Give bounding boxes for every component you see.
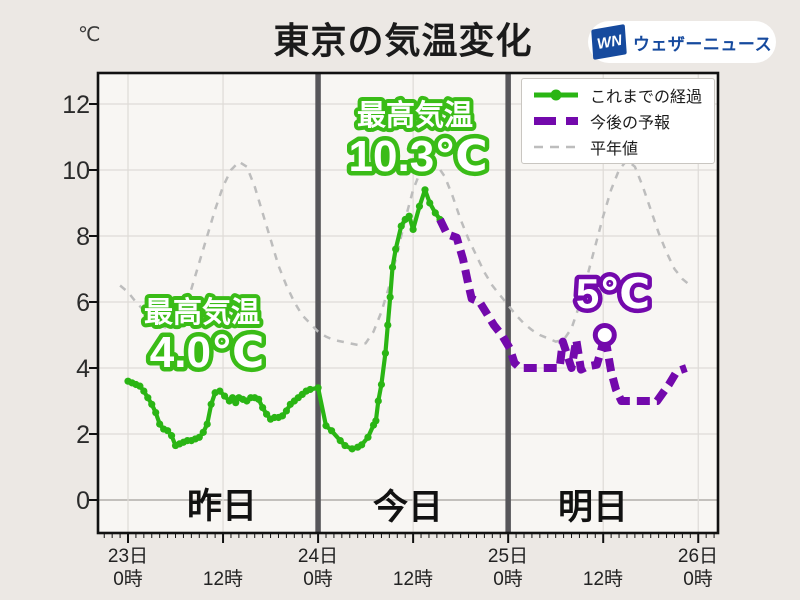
x-axis-tick-labels: 23日 0時 12時 24日 0時 12時 25日 0時 12時 26日 0時 — [108, 546, 718, 590]
legend-item-observed: これまでの経過 — [532, 83, 704, 107]
today-max-temp-value: 10.3℃ — [349, 132, 488, 181]
y-tick-0: 0 — [76, 487, 90, 515]
x-tick-time-25-0: 0時 — [493, 568, 523, 590]
y-tick-4: 4 — [76, 355, 90, 383]
legend: これまでの経過 今後の予報 平年値 — [521, 78, 715, 164]
brand-name: ウェザーニュース — [632, 34, 773, 54]
x-tick-time-24-0: 0時 — [303, 568, 333, 590]
day-label-yesterday: 昨日 — [187, 487, 257, 526]
legend-label-normal: 平年値 — [590, 141, 639, 158]
legend-item-normal: 平年値 — [532, 135, 704, 159]
x-tick-time-25-12: 12時 — [583, 568, 623, 590]
y-tick-6: 6 — [76, 289, 90, 317]
x-tick-day-23: 23日 — [108, 546, 148, 567]
weathernews-logo: WN ウェザーニュース — [588, 21, 776, 63]
legend-label-forecast: 今後の予報 — [590, 115, 671, 132]
x-tick-time-24-12: 12時 — [393, 568, 433, 590]
yesterday-max-temp-title: 最高気温 — [144, 296, 260, 329]
day-label-tomorrow: 明日 — [558, 488, 628, 527]
x-tick-time-23-0: 0時 — [113, 568, 143, 590]
legend-item-forecast: 今後の予報 — [532, 109, 704, 133]
x-tick-day-24: 24日 — [298, 546, 338, 567]
tomorrow-max-temp-value: 5℃ — [576, 270, 650, 317]
x-tick-time-23-12: 12時 — [203, 568, 243, 590]
thin-dash-line-icon — [534, 145, 578, 149]
y-tick-12: 12 — [62, 91, 90, 119]
x-tick-time-26-0: 0時 — [683, 568, 713, 590]
today-max-temp-title: 最高気温 — [357, 99, 473, 132]
day-divider-bars — [315, 73, 511, 533]
legend-label-observed: これまでの経過 — [590, 89, 703, 106]
data-series — [119, 158, 692, 453]
y-tick-10: 10 — [62, 157, 90, 185]
y-axis-tick-labels: 0 2 4 6 8 10 12 — [62, 91, 90, 515]
yesterday-max-temp-value: 4.0℃ — [150, 328, 264, 377]
x-tick-day-26: 26日 — [678, 546, 718, 567]
solid-line-dot-icon — [534, 89, 578, 101]
thick-dash-line-icon — [534, 117, 578, 125]
y-axis-unit-label: ℃ — [78, 24, 101, 46]
plot-border — [96, 71, 720, 535]
page-title: 東京の気温変化 — [273, 20, 533, 61]
x-tick-day-25: 25日 — [488, 546, 528, 567]
day-label-today: 今日 — [373, 488, 443, 527]
y-tick-8: 8 — [76, 223, 90, 251]
y-tick-2: 2 — [76, 421, 90, 449]
